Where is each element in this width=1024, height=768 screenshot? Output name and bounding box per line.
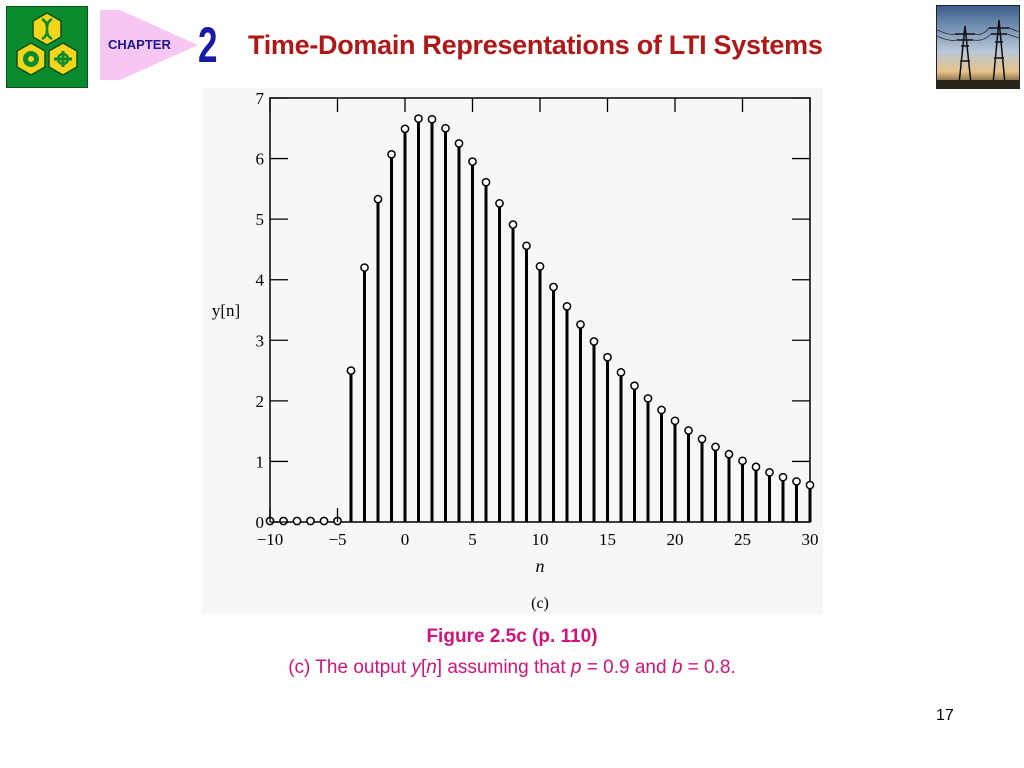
stem-marker <box>481 177 491 187</box>
chapter-tag-shape <box>100 10 198 80</box>
stem-marker <box>562 302 572 311</box>
university-logo <box>6 6 88 88</box>
stem-marker <box>535 262 545 271</box>
stem-marker <box>495 199 504 208</box>
figure-caption-title: Figure 2.5c (p. 110) <box>426 626 598 647</box>
stem-marker <box>697 434 707 444</box>
y-tick-label: 4 <box>256 271 265 290</box>
y-tick-label: 3 <box>256 331 265 350</box>
x-tick-label: −10 <box>257 530 284 549</box>
caption-p-variable: p <box>570 657 582 678</box>
x-tick-label: 30 <box>802 530 819 549</box>
stem-marker <box>549 282 558 292</box>
stem-marker <box>319 516 329 526</box>
y-tick-label: 0 <box>256 513 265 532</box>
stem-marker <box>346 366 356 375</box>
stem-marker <box>400 124 410 134</box>
stem-marker <box>468 157 477 166</box>
figure-caption-text: (c) The output y[n] assuming that p = 0.… <box>0 657 1024 679</box>
stem-marker <box>751 462 761 472</box>
page-number: 17 <box>936 707 954 724</box>
x-tick-label: 25 <box>734 530 751 549</box>
stem-marker <box>306 516 315 526</box>
stem-marker <box>670 416 680 426</box>
x-tick-label: 15 <box>599 530 616 549</box>
stem-marker <box>454 139 464 148</box>
y-tick-label: 2 <box>256 392 265 411</box>
x-tick-label: 5 <box>468 530 477 549</box>
stem-marker <box>724 449 734 459</box>
stem-marker <box>522 241 531 251</box>
stem-marker <box>414 114 423 123</box>
caption-p-value: = 0.9 and <box>581 657 672 678</box>
x-tick-label: −5 <box>328 530 346 549</box>
stem-plot: 0 1 2 3 4 5 6 7 −10 −5 0 5 10 15 20 25 30 y[n] n (c) <box>212 89 819 612</box>
caption-bracket-close: ] <box>436 657 443 678</box>
stem-marker <box>792 477 801 486</box>
stem-marker <box>576 320 585 329</box>
caption-y-variable: y <box>411 657 421 678</box>
stem-marker <box>360 263 369 272</box>
caption-text-prefix: (c) The output <box>288 657 412 678</box>
stem-marker <box>643 394 653 403</box>
stem-marker <box>441 123 450 133</box>
y-tick-label: 5 <box>256 210 265 229</box>
caption-bracket-open: [ <box>420 657 427 678</box>
chapter-number: 2 <box>198 17 218 73</box>
caption-b-value: = 0.8. <box>682 657 736 678</box>
stem-marker <box>292 516 302 526</box>
stem-marker <box>711 442 720 452</box>
x-tick-label: 0 <box>401 530 410 549</box>
stem-marker <box>373 194 383 204</box>
stem-marker <box>684 426 693 435</box>
slide-title: Time-Domain Representations of LTI Syste… <box>248 30 823 60</box>
panel-label: (c) <box>531 595 549 612</box>
stem-marker <box>778 472 788 482</box>
x-axis-label: n <box>536 556 545 576</box>
caption-text-middle: assuming that <box>442 657 571 678</box>
x-tick-label: 20 <box>667 530 684 549</box>
stem-marker <box>387 149 396 159</box>
power-lines-photo <box>936 5 1020 89</box>
y-axis-label: y[n] <box>212 301 240 320</box>
stem-marker <box>738 456 747 466</box>
stem-marker <box>603 352 612 362</box>
stem-marker <box>427 114 437 124</box>
stem-marker <box>765 467 774 477</box>
y-tick-label: 1 <box>256 452 265 471</box>
stem-marker <box>657 405 666 415</box>
chapter-label: CHAPTER <box>108 37 171 52</box>
x-tick-label: 10 <box>532 530 549 549</box>
stem-marker <box>279 516 288 526</box>
caption-n-variable: n <box>426 657 437 678</box>
stem-marker <box>616 368 626 377</box>
caption-b-variable: b <box>671 657 683 678</box>
stem-marker <box>805 480 815 490</box>
stem-marker <box>630 381 639 391</box>
stem-marker <box>508 220 518 229</box>
y-tick-label: 6 <box>256 150 265 169</box>
stem-marker <box>589 337 599 346</box>
y-tick-label: 7 <box>256 89 265 108</box>
figure-panel: 0 1 2 3 4 5 6 7 −10 −5 0 5 10 15 20 25 30 y[n] n (c) <box>202 88 823 614</box>
